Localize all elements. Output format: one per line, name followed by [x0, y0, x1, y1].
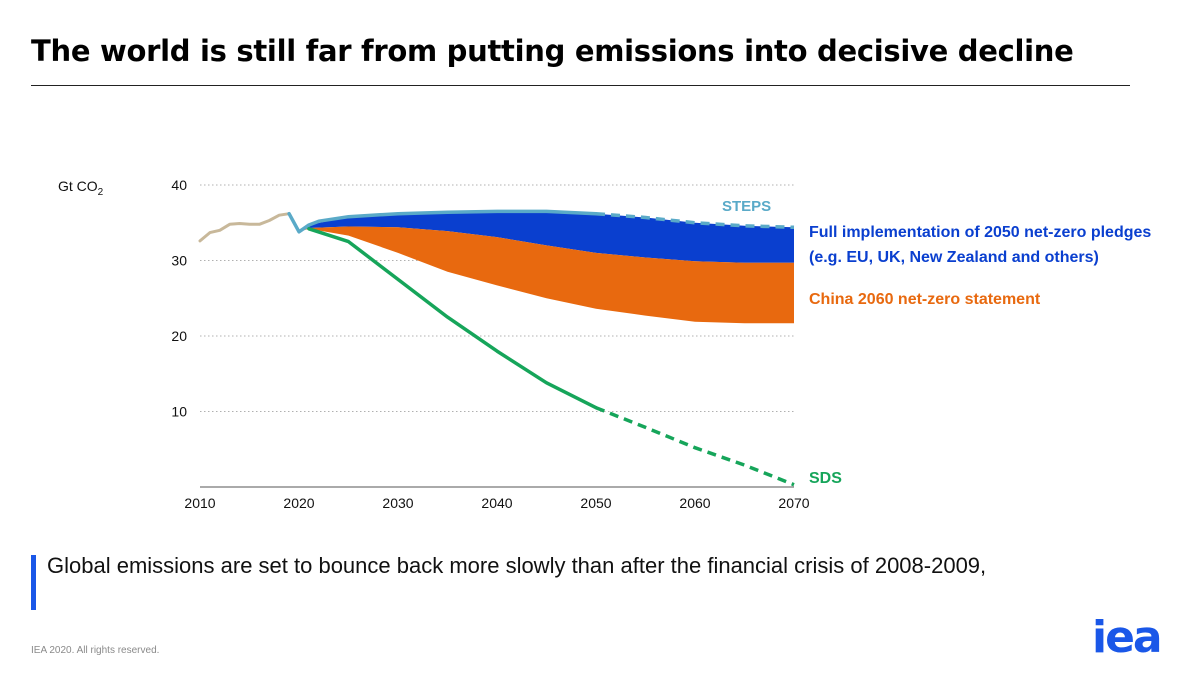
x-tick-label: 2010: [184, 495, 215, 511]
sds-label: SDS: [809, 470, 842, 487]
china-label: China 2060 net-zero statement: [809, 291, 1041, 308]
x-tick-label: 2040: [481, 495, 512, 511]
title-divider: [31, 85, 1130, 86]
net-zero-pledges-label-line1: Full implementation of 2050 net-zero ple…: [809, 224, 1151, 241]
y-tick-label: 10: [171, 404, 187, 420]
x-tick-label: 2060: [679, 495, 710, 511]
iea-logo: iea: [1092, 614, 1163, 658]
steps-projection-line: [595, 211, 795, 230]
slide-title: The world is still far from putting emis…: [31, 34, 1074, 68]
china-net-zero-band: [299, 226, 794, 324]
steps-line: [287, 209, 598, 234]
net-zero-pledges-band: [299, 211, 794, 263]
y-axis-label-subscript: 2: [98, 187, 104, 198]
steps-label: STEPS: [722, 198, 771, 215]
x-tick-label: 2050: [580, 495, 611, 511]
sds-projection-line: [595, 406, 795, 487]
copyright-footer: IEA 2020. All rights reserved.: [31, 645, 160, 656]
sds-line: [307, 227, 598, 410]
svg-text:iea: iea: [1092, 614, 1161, 658]
y-tick-label: 40: [171, 177, 187, 193]
x-tick-label: 2020: [283, 495, 314, 511]
net-zero-pledges-label-line2: (e.g. EU, UK, New Zealand and others): [809, 249, 1099, 266]
y-axis-label: Gt CO2: [58, 178, 104, 198]
caption-text: Global emissions are set to bounce back …: [47, 553, 987, 578]
x-tick-label: 2070: [778, 495, 809, 511]
caption-accent-bar: [31, 555, 36, 610]
historical-line: [198, 212, 291, 243]
y-tick-label: 20: [171, 328, 187, 344]
x-tick-label: 2030: [382, 495, 413, 511]
y-tick-label: 30: [171, 253, 187, 269]
